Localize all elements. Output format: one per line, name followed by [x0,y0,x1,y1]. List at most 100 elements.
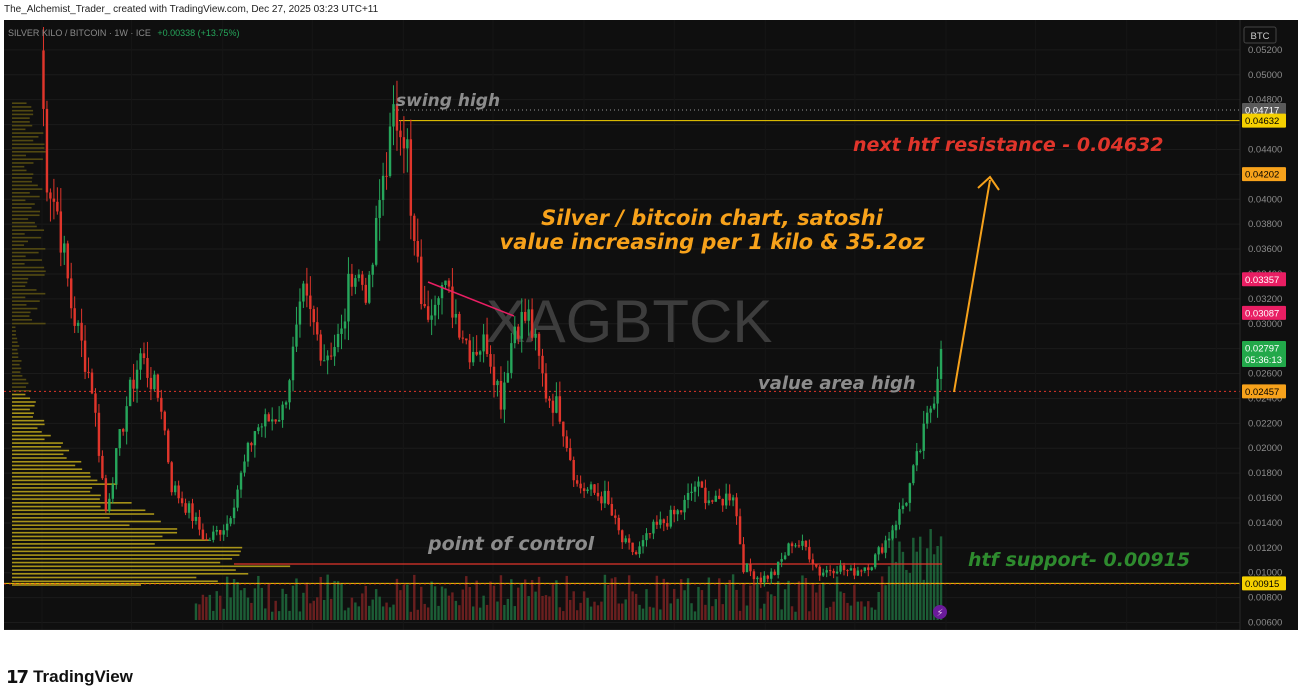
candle-body [392,104,395,127]
price-tag-countdown: 05:36:13 [1245,355,1282,366]
candle-body [537,333,541,356]
candle-body [787,543,790,556]
candle-body [672,509,676,515]
candle-body [839,565,842,572]
candle-body [430,315,433,320]
volume-bars [194,525,943,620]
volume-bar [544,595,548,620]
symbol-legend: SILVER KILO / BITCOIN · 1W · ICE [8,28,151,38]
volume-bar [763,603,766,620]
candle-body [326,355,329,361]
candle-body [94,393,97,413]
volume-bar [520,584,523,620]
trendline [427,281,515,317]
candle-body [219,530,222,535]
candle-body [679,510,683,513]
event-marker-icon[interactable] [933,605,947,619]
volume-bar [558,607,562,620]
profile-bar [12,225,37,228]
profile-bar [12,154,26,157]
profile-bar [12,498,100,500]
volume-bar [267,583,270,620]
candle-body [575,480,579,484]
profile-bar [12,132,44,134]
chart-background [4,20,1298,630]
candle-body [205,539,208,541]
candle-body [347,273,350,322]
price-chart[interactable]: XAGBTCK swing high next htf resistance -… [4,20,1298,630]
candle-body [146,358,149,378]
candle-body [801,540,804,546]
candle-body [184,503,187,513]
candle-body [125,406,128,432]
candle-body [572,459,575,481]
profile-bar [12,561,221,564]
candle-body [510,343,513,373]
volume-bar [433,586,437,620]
chart-attribution: The_Alchemist_Trader_ created with Tradi… [4,4,379,15]
profile-bar [12,184,38,187]
volume-bar [652,607,655,620]
candle-body [260,426,264,428]
volume-bar [205,596,208,620]
profile-bar [12,427,38,429]
profile-bar [12,546,243,549]
candle-body [641,540,645,547]
currency-badge[interactable] [1243,26,1277,44]
price-tick-label: 0.03800 [1248,219,1282,230]
candle-body [745,563,749,573]
candle-body [832,570,835,574]
volume-bar [808,611,811,620]
tradingview-footer[interactable]: 17 TradingView [6,666,133,688]
volume-bar [641,608,645,620]
candle-body [305,283,309,296]
price-axis[interactable]: 0.052000.050000.048000.046000.044000.042… [1248,45,1282,629]
candle-body [718,495,721,499]
volume-bar [766,591,769,620]
volume-bar [499,575,503,620]
volume-bar [270,611,274,620]
volume-bar [288,610,291,620]
candle-body [416,241,419,257]
candle-body [108,498,111,511]
chart-pane[interactable]: XAGBTCK swing high next htf resistance -… [4,20,1298,630]
profile-bar [12,147,45,149]
candle-body [135,369,139,389]
profile-bar [12,188,43,190]
candle-body [76,322,80,326]
candle-body [170,462,173,493]
candle-body [336,333,340,348]
candle-body [426,306,430,320]
candle-body [579,483,582,489]
candle-body [936,378,939,404]
volume-bar [236,581,239,620]
candle-body [354,278,357,287]
volume-bar [298,611,302,620]
candle-body [173,485,177,493]
candle-body [215,530,218,532]
candle-body [180,498,184,504]
price-tag-label: 0.03087 [1245,308,1279,319]
candle-body [905,502,908,506]
candle-body [707,500,711,504]
profile-bar [12,263,25,265]
volume-bar [884,585,887,620]
candle-body [690,491,693,493]
volume-bar [395,578,399,620]
candle-body [659,519,662,525]
candle-body [891,530,894,539]
volume-bar [839,591,842,620]
volume-bar [631,591,634,620]
price-tick-label: 0.03600 [1248,244,1282,255]
candle-body [925,412,929,424]
profile-bar [12,569,236,571]
candle-body [828,570,832,572]
volume-bar [194,603,198,620]
candle-body [350,273,354,287]
candle-body [49,192,52,199]
volume-bar [697,586,700,620]
volume-bar [621,603,624,620]
candle-body [555,396,558,413]
candle-body [884,540,887,553]
candle-body [454,314,458,318]
